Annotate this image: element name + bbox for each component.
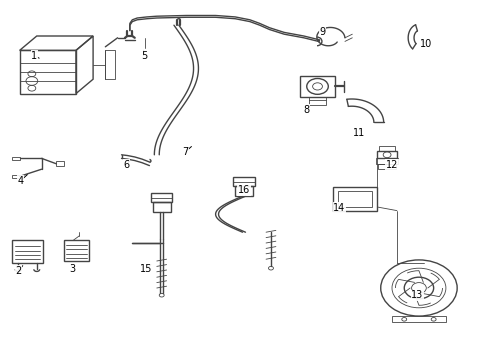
Text: 5: 5 bbox=[142, 51, 147, 61]
Bar bbox=[235, 186, 253, 196]
Bar bbox=[379, 146, 395, 151]
Bar bbox=[300, 76, 335, 97]
Text: 10: 10 bbox=[420, 39, 433, 49]
Bar bbox=[105, 50, 115, 79]
Text: 8: 8 bbox=[303, 105, 309, 115]
Bar bbox=[333, 187, 377, 211]
Text: 14: 14 bbox=[333, 203, 345, 213]
Text: 4: 4 bbox=[18, 176, 24, 186]
Bar bbox=[338, 191, 372, 207]
Text: 1: 1 bbox=[31, 51, 37, 61]
Bar bbox=[64, 240, 89, 261]
Text: 11: 11 bbox=[352, 128, 365, 138]
Text: 12: 12 bbox=[386, 160, 398, 170]
Bar bbox=[12, 175, 20, 178]
Text: 15: 15 bbox=[140, 264, 152, 274]
Bar bbox=[377, 151, 397, 158]
Bar bbox=[12, 240, 43, 263]
Text: 16: 16 bbox=[238, 185, 250, 195]
Text: 9: 9 bbox=[319, 27, 325, 37]
Bar bbox=[233, 177, 255, 186]
Text: 13: 13 bbox=[411, 290, 423, 300]
Text: 7: 7 bbox=[182, 147, 188, 157]
Bar bbox=[376, 158, 398, 164]
Bar bbox=[12, 157, 20, 160]
Bar bbox=[56, 161, 64, 166]
Bar bbox=[151, 193, 172, 202]
Text: 2: 2 bbox=[16, 266, 22, 276]
Bar bbox=[153, 202, 171, 212]
Text: 3: 3 bbox=[70, 264, 75, 274]
Text: 6: 6 bbox=[123, 159, 129, 170]
Bar bbox=[378, 164, 396, 169]
Bar bbox=[309, 97, 326, 105]
